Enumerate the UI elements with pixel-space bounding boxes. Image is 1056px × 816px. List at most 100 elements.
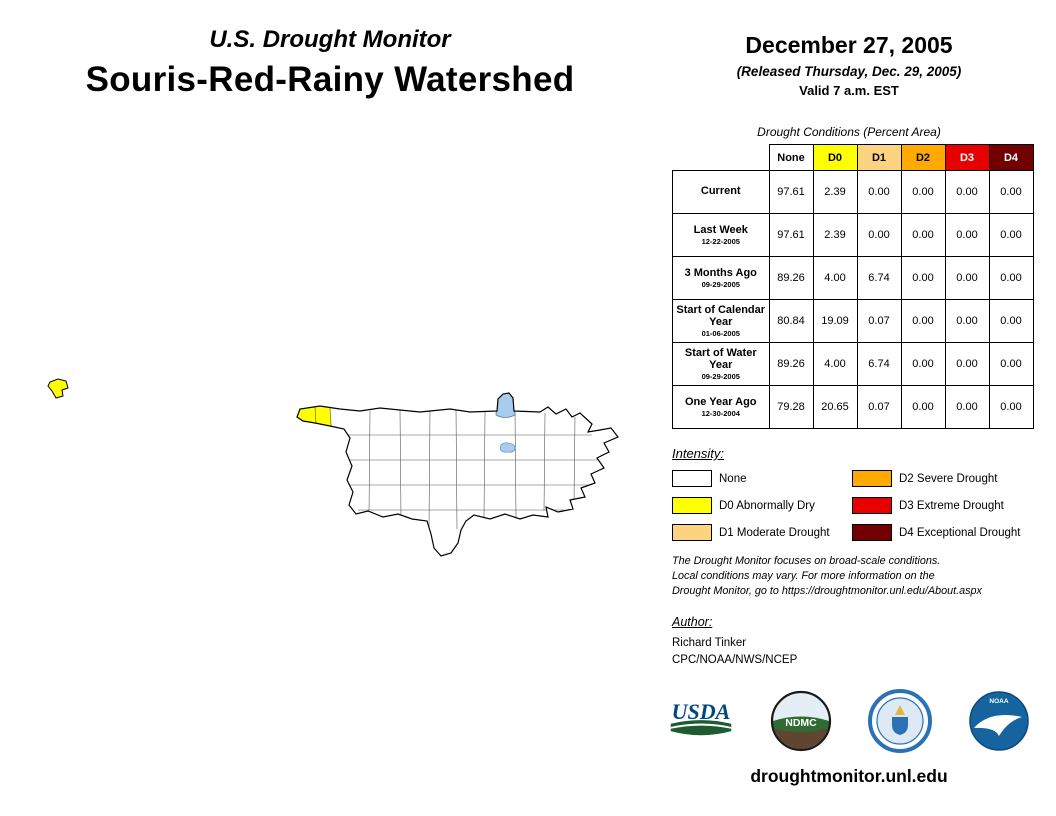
legend-title: Intensity: bbox=[672, 446, 725, 461]
cell-value: 6.74 bbox=[856, 256, 902, 300]
row-date: 12-30-2004 bbox=[701, 408, 740, 418]
footer-url[interactable]: droughtmonitor.unl.edu bbox=[750, 766, 948, 786]
map-date: December 27, 2005 bbox=[745, 32, 953, 58]
commerce-eagle bbox=[895, 705, 905, 715]
table-corner bbox=[673, 145, 770, 171]
column-header-none: None bbox=[768, 144, 814, 171]
ndmc-logo: NDMC bbox=[770, 690, 832, 752]
legend-label: D4 Exceptional Drought bbox=[899, 526, 1021, 539]
row-label: Current bbox=[700, 185, 741, 198]
legend-item-d1: D1 Moderate Drought bbox=[672, 524, 852, 541]
legend-item-d4: D4 Exceptional Drought bbox=[852, 524, 1020, 541]
table-caption: Drought Conditions (Percent Area) bbox=[757, 125, 941, 139]
cell-value: 79.28 bbox=[768, 385, 814, 429]
row-label: Start of Calendar Year bbox=[676, 303, 766, 329]
row-label: 3 Months Ago bbox=[684, 266, 757, 279]
legend-swatch-d3 bbox=[852, 497, 892, 514]
author-block: Author: Richard Tinker CPC/NOAA/NWS/NCEP bbox=[672, 615, 797, 666]
cell-value: 97.61 bbox=[768, 213, 814, 257]
legend-item-none: None bbox=[672, 470, 852, 487]
cell-value: 0.00 bbox=[900, 256, 946, 300]
row-label-cell: 3 Months Ago 09-29-2005 bbox=[672, 256, 770, 300]
usda-logo-text: USDA bbox=[672, 699, 731, 724]
disclaimer-line: Drought Monitor, go to https://droughtmo… bbox=[672, 585, 982, 598]
row-date: 09-29-2005 bbox=[701, 279, 740, 289]
column-header-d0: D0 bbox=[812, 144, 858, 171]
cell-value: 0.00 bbox=[856, 213, 902, 257]
table-row-3-months-ago: 3 Months Ago 09-29-2005 89.26 4.00 6.74 … bbox=[672, 256, 1034, 300]
row-label-cell: Start of Water Year 09-29-2005 bbox=[672, 342, 770, 386]
legend-swatch-d2 bbox=[852, 470, 892, 487]
agency-logos: USDA NDMC NOAA bbox=[668, 686, 1030, 756]
column-header-d4: D4 bbox=[988, 144, 1034, 171]
noaa-logo: NOAA bbox=[969, 691, 1029, 751]
legend-label: D1 Moderate Drought bbox=[719, 526, 830, 539]
ndmc-hill bbox=[773, 716, 829, 732]
legend-label: None bbox=[719, 472, 747, 485]
cell-value: 0.00 bbox=[900, 213, 946, 257]
cell-value: 0.07 bbox=[856, 299, 902, 343]
ndmc-logo-text: NDMC bbox=[785, 717, 817, 729]
commerce-seal-logo bbox=[868, 689, 932, 753]
cell-value: 20.65 bbox=[812, 385, 858, 429]
legend-item-d2: D2 Severe Drought bbox=[852, 470, 1020, 487]
legend-items: None D0 Abnormally Dry D1 Moderate Droug… bbox=[672, 470, 1034, 541]
author-organization: CPC/NOAA/NWS/NCEP bbox=[672, 654, 798, 666]
cell-value: 97.61 bbox=[768, 170, 814, 214]
cell-value: 0.00 bbox=[900, 385, 946, 429]
usda-swoosh bbox=[670, 720, 732, 736]
column-header-d3: D3 bbox=[944, 144, 990, 171]
watershed-map bbox=[47, 378, 619, 557]
commerce-shield bbox=[892, 717, 908, 735]
program-title: U.S. Drought Monitor bbox=[209, 26, 451, 53]
cell-value: 0.00 bbox=[900, 342, 946, 386]
drought-conditions-table: None D0 D1 D2 D3 D4 Current 97.61 2.39 0… bbox=[672, 144, 1034, 429]
cell-value: 0.07 bbox=[856, 385, 902, 429]
table-header-row: None D0 D1 D2 D3 D4 bbox=[673, 144, 1034, 171]
legend-swatch-none bbox=[672, 470, 712, 487]
watershed-outline bbox=[296, 392, 619, 557]
cell-value: 19.09 bbox=[812, 299, 858, 343]
noaa-gull bbox=[974, 715, 1022, 736]
region-title: Souris-Red-Rainy Watershed bbox=[85, 60, 575, 99]
valid-time: Valid 7 a.m. EST bbox=[799, 83, 899, 98]
ndmc-ring bbox=[770, 690, 832, 752]
cell-value: 89.26 bbox=[768, 342, 814, 386]
table-row-one-year-ago: One Year Ago 12-30-2004 79.28 20.65 0.07… bbox=[672, 385, 1034, 429]
legend-swatch-d4 bbox=[852, 524, 892, 541]
row-date: 12-22-2005 bbox=[701, 236, 740, 246]
legend-label: D0 Abnormally Dry bbox=[719, 499, 815, 512]
cell-value: 0.00 bbox=[944, 170, 990, 214]
row-label-cell: Start of Calendar Year 01-06-2005 bbox=[672, 299, 770, 343]
column-header-d1: D1 bbox=[856, 144, 902, 171]
cell-value: 0.00 bbox=[944, 385, 990, 429]
row-label: Start of Water Year bbox=[684, 346, 757, 372]
table-row-start-water-year: Start of Water Year 09-29-2005 89.26 4.0… bbox=[672, 342, 1034, 386]
intensity-legend: Intensity: None D0 Abnormally Dry D1 Mod… bbox=[672, 446, 1034, 541]
author-name: Richard Tinker bbox=[672, 637, 747, 649]
date-block: December 27, 2005 (Released Thursday, De… bbox=[672, 32, 1026, 98]
released-date: (Released Thursday, Dec. 29, 2005) bbox=[736, 64, 962, 79]
legend-swatch-d0 bbox=[672, 497, 712, 514]
cell-value: 4.00 bbox=[812, 342, 858, 386]
table-row-start-calendar-year: Start of Calendar Year 01-06-2005 80.84 … bbox=[672, 299, 1034, 343]
row-label-cell: Last Week 12-22-2005 bbox=[672, 213, 770, 257]
row-label: One Year Ago bbox=[684, 395, 757, 408]
disclaimer-line: Local conditions may vary. For more info… bbox=[672, 570, 935, 583]
cell-value: 0.00 bbox=[988, 170, 1034, 214]
disclaimer: The Drought Monitor focuses on broad-sca… bbox=[672, 554, 982, 599]
watershed-body bbox=[297, 393, 618, 556]
cell-value: 4.00 bbox=[812, 256, 858, 300]
cell-value: 0.00 bbox=[988, 256, 1034, 300]
cell-value: 0.00 bbox=[944, 342, 990, 386]
author-heading: Author: bbox=[672, 615, 713, 629]
cell-value: 80.84 bbox=[768, 299, 814, 343]
legend-item-d0: D0 Abnormally Dry bbox=[672, 497, 852, 514]
row-label-cell: One Year Ago 12-30-2004 bbox=[672, 385, 770, 429]
cell-value: 0.00 bbox=[944, 213, 990, 257]
cell-value: 0.00 bbox=[856, 170, 902, 214]
cell-value: 2.39 bbox=[812, 213, 858, 257]
lake-inner bbox=[499, 442, 516, 453]
cell-value: 0.00 bbox=[944, 256, 990, 300]
